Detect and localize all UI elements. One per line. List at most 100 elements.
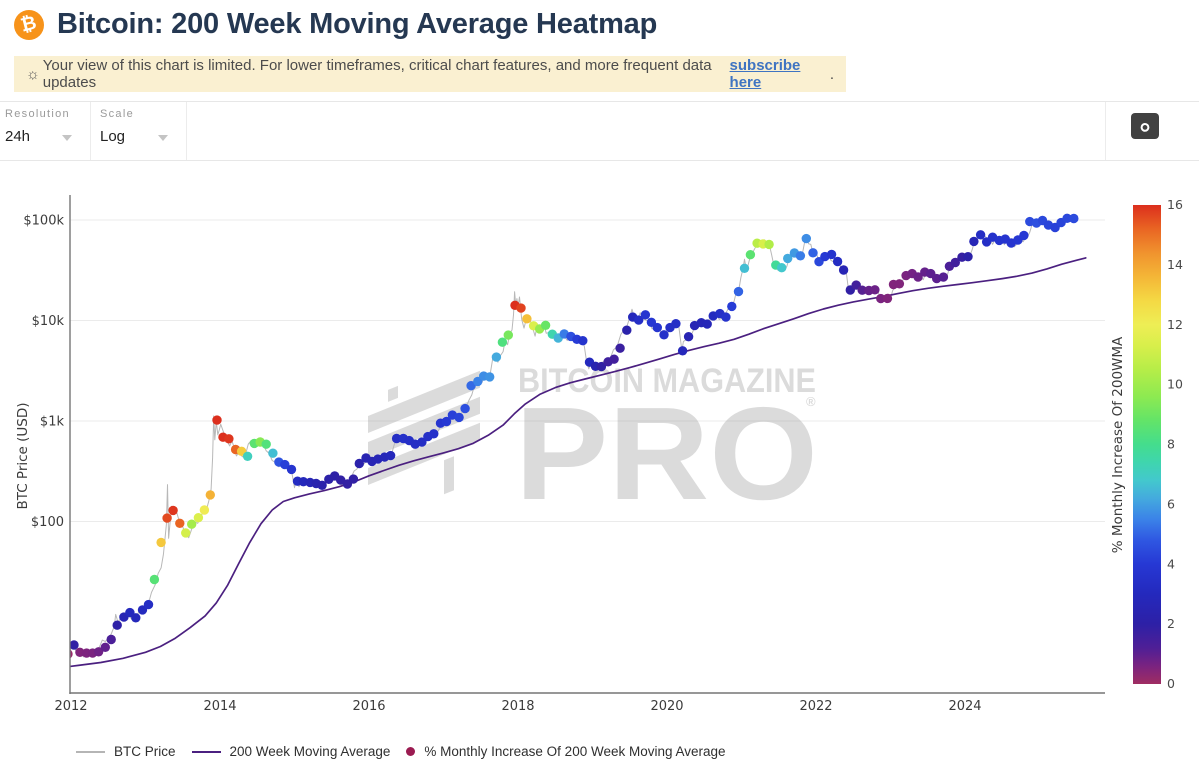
- heatmap-dot: [317, 480, 327, 490]
- btc-price-line-swatch: [76, 750, 105, 753]
- colorbar-title: % Monthly Increase Of 200WMA: [1110, 336, 1126, 553]
- heatmap-dot: [894, 279, 905, 289]
- legend-label: BTC Price: [114, 744, 176, 759]
- heatmap-dot: [652, 322, 662, 333]
- heatmap-dot: [913, 272, 923, 282]
- y-tick-label: $100k: [23, 214, 64, 229]
- heatmap-dot: [348, 474, 359, 484]
- heatmap-dot: [609, 354, 619, 364]
- legend-item-btc-price[interactable]: BTC Price: [76, 744, 176, 759]
- watermark-text-line1: BITCOIN MAGAZINE: [518, 362, 816, 400]
- heatmap-dot: [212, 415, 222, 425]
- heatmap-dot: [261, 439, 271, 449]
- legend-item-200wma[interactable]: 200 Week Moving Average: [191, 744, 391, 759]
- heatmap-dot: [870, 285, 880, 295]
- x-tick-label: 2018: [501, 699, 534, 714]
- toolbar-divider: [186, 102, 187, 160]
- colorbar-tick-label: 14: [1167, 257, 1183, 272]
- scale-select[interactable]: Log: [100, 128, 126, 145]
- screenshot-camera-button[interactable]: [1131, 113, 1159, 139]
- colorbar-tick-label: 10: [1167, 377, 1183, 392]
- heatmap-dot: [385, 450, 396, 461]
- colorbar-tick-label: 6: [1167, 496, 1175, 511]
- heatmap-dot: [596, 361, 607, 372]
- heatmap-dot: [857, 285, 867, 295]
- subscribe-link[interactable]: subscribe here: [729, 57, 801, 91]
- heatmap-dot: [795, 251, 806, 261]
- heatmap-dot-swatch: [406, 747, 416, 756]
- chart-legend: BTC Price 200 Week Moving Average % Mont…: [76, 744, 726, 759]
- watermark: BITCOIN MAGAZINE®PRO: [368, 362, 818, 527]
- heatmap-dot: [106, 634, 116, 645]
- toolbar-divider: [90, 102, 91, 160]
- heatmap-dot: [112, 620, 122, 630]
- colorbar-tick-label: 8: [1167, 437, 1175, 452]
- heatmap-dot: [975, 230, 986, 240]
- colorbar: [1133, 205, 1161, 684]
- heatmap-dot: [671, 319, 681, 329]
- header: ₿ Bitcoin: 200 Week Moving Average Heatm…: [14, 8, 657, 41]
- heatmap-dot: [485, 372, 495, 382]
- heatmap-dot: [193, 513, 204, 523]
- plot-area[interactable]: [63, 213, 1087, 668]
- colorbar-tick-label: 12: [1167, 317, 1183, 332]
- heatmap-dot: [354, 458, 364, 469]
- watermark-reg-mark: ®: [806, 394, 816, 409]
- heatmap-dot: [540, 320, 551, 330]
- colorbar-tick-label: 2: [1167, 616, 1175, 631]
- heatmap-dot: [460, 403, 470, 414]
- heatmap-dot: [615, 343, 625, 353]
- heatmap-dot: [70, 640, 79, 650]
- legend-label: 200 Week Moving Average: [229, 744, 391, 759]
- heatmap-dot: [777, 263, 787, 273]
- heatmap-dot: [882, 293, 893, 304]
- heatmap-dot: [224, 434, 234, 444]
- heatmap-dot: [441, 416, 452, 427]
- x-tick-label: 2014: [203, 699, 236, 714]
- heatmap-dot: [149, 574, 160, 585]
- y-tick-label: $100: [31, 515, 64, 530]
- heatmap-dot: [938, 272, 949, 282]
- sun-icon: ☼: [26, 65, 40, 83]
- heatmap-dot: [162, 513, 172, 523]
- watermark-wick: [388, 385, 398, 402]
- heatmap-dot: [783, 253, 793, 264]
- heatmap-dot: [268, 448, 278, 458]
- heatmap-dot: [286, 464, 297, 475]
- heatmap-dot: [522, 314, 532, 324]
- resolution-select[interactable]: 24h: [5, 128, 31, 145]
- heatmap-dot: [838, 265, 849, 275]
- page-title: Bitcoin: 200 Week Moving Average Heatmap: [57, 8, 658, 40]
- x-tick-label: 2016: [352, 699, 385, 714]
- heatmap-dot: [187, 519, 197, 529]
- chevron-down-icon[interactable]: [62, 135, 72, 141]
- heatmap-dot: [168, 505, 178, 516]
- heatmap-dot: [634, 315, 644, 325]
- x-tick-label: 2012: [54, 699, 87, 714]
- notice-suffix: .: [829, 65, 834, 83]
- colorbar-tick-label: 0: [1167, 676, 1175, 691]
- scale-label: Scale: [100, 108, 135, 120]
- heatmap-dot: [70, 649, 73, 659]
- notice-text: Your view of this chart is limited. For …: [42, 57, 712, 91]
- chevron-down-icon[interactable]: [158, 135, 168, 141]
- heatmap-dot: [131, 613, 141, 623]
- legend-item-monthly-increase[interactable]: % Monthly Increase Of 200 Week Moving Av…: [406, 744, 726, 759]
- heatmap-dot: [491, 352, 502, 362]
- heatmap-dot: [429, 429, 439, 439]
- heatmap-dot: [801, 233, 811, 244]
- ma-200week-line: [70, 257, 1087, 668]
- y-tick-label: $10k: [32, 314, 65, 329]
- limited-view-notice: ☼ Your view of this chart is limited. Fo…: [14, 56, 846, 92]
- heatmap-dot: [242, 451, 253, 461]
- heatmap-dot: [199, 505, 210, 515]
- y-axis-title: BTC Price (USD): [15, 402, 31, 509]
- heatmap-dot: [826, 249, 837, 260]
- heatmap-dot: [640, 310, 651, 320]
- watermark-text-line2: PRO: [515, 380, 818, 527]
- heatmap-dot: [156, 537, 166, 548]
- watermark-bar: [368, 422, 480, 485]
- x-tick-label: 2022: [799, 699, 832, 714]
- bitcoin-logo-icon: ₿: [14, 9, 44, 40]
